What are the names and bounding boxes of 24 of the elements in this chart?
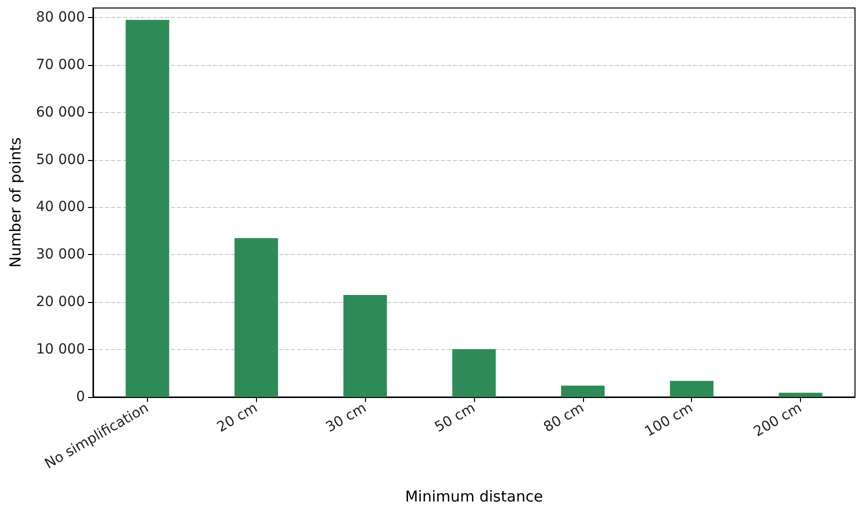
y-tick-label: 20 000 [36,294,85,310]
bar [778,392,822,397]
x-axis-title: Minimum distance [405,488,543,506]
bar [452,349,496,397]
y-tick-label: 60 000 [36,104,85,120]
x-tick-label: 30 cm [323,400,370,436]
x-tick-label: 50 cm [432,400,478,436]
bar [670,380,714,397]
y-tick-label: 50 000 [36,152,85,168]
y-axis-title: Number of points [6,137,24,268]
y-tick-label: 30 000 [36,246,85,263]
y-tick-label: 10 000 [36,342,85,358]
bar [234,238,278,397]
bar [126,20,170,397]
bar [561,386,605,397]
x-tick-label: 20 cm [214,400,260,436]
x-tick-label: 100 cm [642,400,696,440]
x-tick-label: 200 cm [751,400,805,440]
y-tick-label: 80 000 [36,9,85,26]
y-tick-label: 40 000 [36,199,85,216]
bar [343,295,387,397]
y-tick-label: 70 000 [36,56,85,73]
y-tick-label: 0 [76,389,85,405]
x-tick-label: 80 cm [541,400,587,436]
